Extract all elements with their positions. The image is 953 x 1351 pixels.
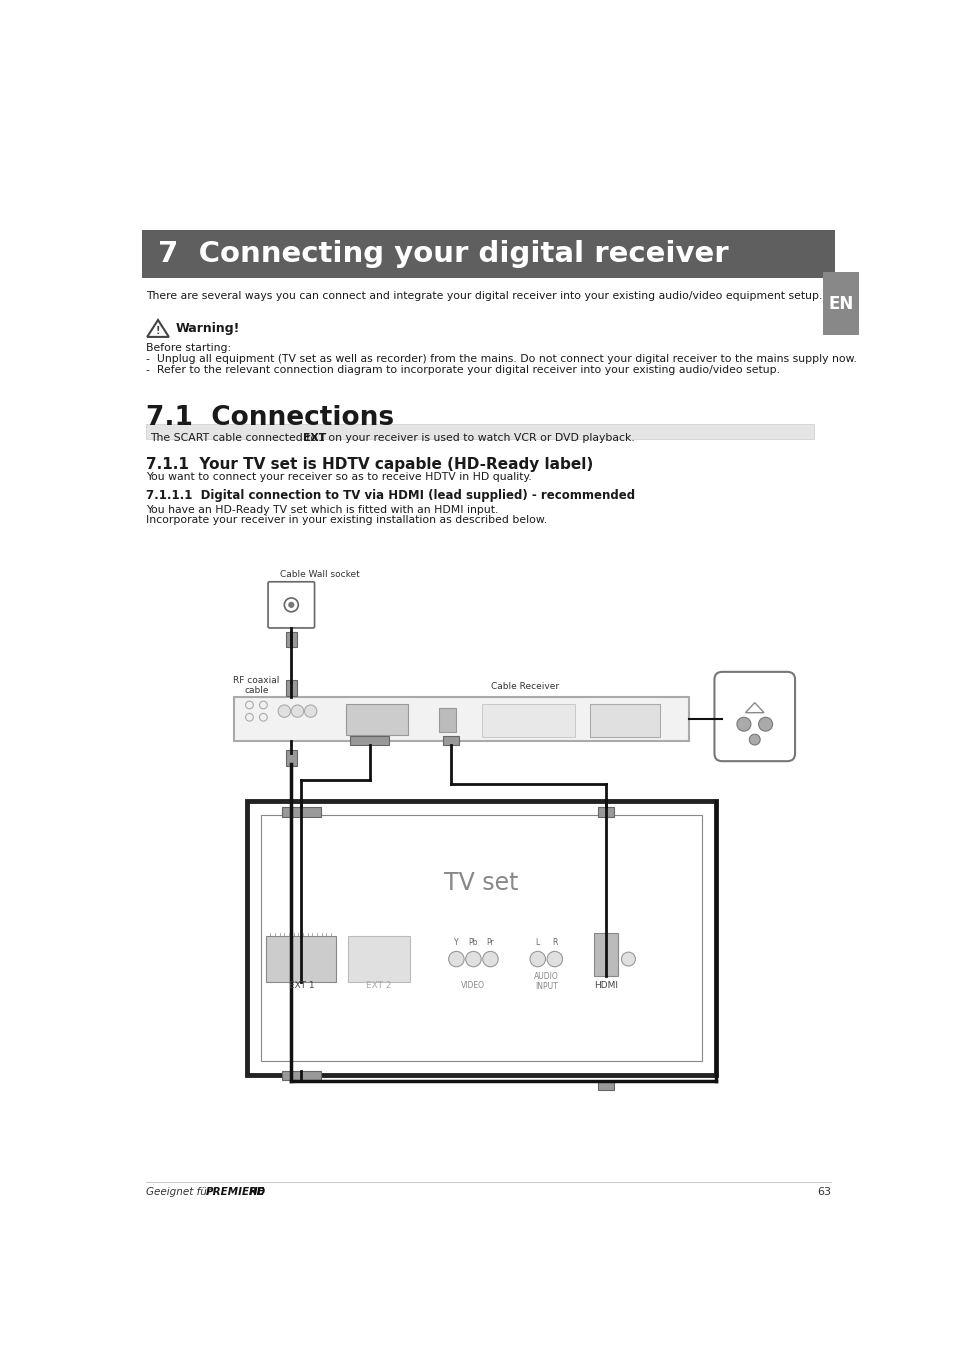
Bar	[350, 736, 389, 744]
Circle shape	[620, 952, 635, 966]
Text: PREMIERE: PREMIERE	[206, 1188, 265, 1197]
Text: 1 on your receiver is used to watch VCR or DVD playback.: 1 on your receiver is used to watch VCR …	[318, 434, 635, 443]
Text: EN: EN	[827, 295, 853, 313]
Circle shape	[482, 951, 497, 967]
Text: TV set: TV set	[444, 871, 518, 896]
Bar	[443, 736, 458, 744]
Text: HD: HD	[249, 1188, 266, 1197]
Bar	[598, 808, 613, 816]
Text: Incorporate your receiver in your existing installation as described below.: Incorporate your receiver in your existi…	[146, 515, 547, 524]
Bar	[233, 697, 688, 742]
Text: 63: 63	[817, 1188, 831, 1197]
Bar	[590, 704, 659, 736]
Text: You want to connect your receiver so as to receive HDTV in HD quality.: You want to connect your receiver so as …	[146, 473, 532, 482]
Text: Pb: Pb	[468, 939, 477, 947]
Text: Cable Wall socket: Cable Wall socket	[279, 570, 359, 580]
Text: There are several ways you can connect and integrate your digital receiver into : There are several ways you can connect a…	[146, 292, 821, 301]
Text: Warning!: Warning!	[175, 322, 240, 335]
Bar	[146, 424, 814, 439]
Bar	[348, 936, 410, 982]
Bar	[439, 708, 456, 732]
Text: HDMI: HDMI	[594, 981, 618, 990]
Bar	[282, 808, 320, 816]
FancyBboxPatch shape	[268, 582, 314, 628]
Text: -  Unplug all equipment (TV set as well as recorder) from the mains. Do not conn: - Unplug all equipment (TV set as well a…	[146, 354, 857, 363]
Text: 7.1  Connections: 7.1 Connections	[146, 405, 395, 431]
Text: EXT 1: EXT 1	[288, 981, 314, 990]
Text: 7.1.1  Your TV set is HDTV capable (HD-Ready label): 7.1.1 Your TV set is HDTV capable (HD-Re…	[146, 457, 593, 471]
Bar	[266, 936, 335, 982]
Circle shape	[304, 705, 316, 717]
Text: Before starting:: Before starting:	[146, 343, 232, 353]
Text: Geeignet für: Geeignet für	[146, 1188, 212, 1197]
Circle shape	[278, 705, 291, 717]
Text: -  Refer to the relevant connection diagram to incorporate your digital receiver: - Refer to the relevant connection diagr…	[146, 365, 780, 374]
Bar	[282, 1071, 320, 1079]
Text: Y: Y	[454, 939, 458, 947]
Text: The SCART cable connected to: The SCART cable connected to	[150, 434, 320, 443]
Circle shape	[448, 951, 464, 967]
Text: !: !	[155, 326, 160, 336]
Text: Cable Receiver: Cable Receiver	[491, 682, 558, 692]
Circle shape	[546, 951, 562, 967]
Bar	[261, 815, 701, 1061]
Bar	[247, 801, 716, 1074]
Bar	[346, 704, 408, 735]
Text: EXT 2: EXT 2	[366, 981, 392, 990]
Bar	[286, 632, 296, 647]
Text: VIDEO: VIDEO	[461, 981, 485, 990]
Text: L: L	[535, 939, 539, 947]
Text: RF coaxial
cable: RF coaxial cable	[233, 676, 279, 696]
FancyBboxPatch shape	[714, 671, 794, 761]
Text: R: R	[552, 939, 557, 947]
Circle shape	[465, 951, 480, 967]
Bar	[598, 1081, 613, 1090]
Bar	[286, 750, 296, 766]
Bar	[142, 230, 834, 277]
Text: Pr: Pr	[486, 939, 494, 947]
Bar	[286, 681, 296, 696]
Text: You have an HD-Ready TV set which is fitted with an HDMI input.: You have an HD-Ready TV set which is fit…	[146, 505, 498, 515]
Bar	[822, 273, 858, 335]
Bar	[594, 934, 617, 975]
Text: 7.1.1.1  Digital connection to TV via HDMI (lead supplied) - recommended: 7.1.1.1 Digital connection to TV via HDM…	[146, 489, 635, 503]
Circle shape	[291, 705, 303, 717]
Text: AUDIO
INPUT: AUDIO INPUT	[534, 971, 558, 992]
Circle shape	[530, 951, 545, 967]
Text: EXT: EXT	[303, 434, 326, 443]
Text: 7  Connecting your digital receiver: 7 Connecting your digital receiver	[158, 239, 728, 267]
Bar	[481, 704, 575, 736]
Circle shape	[288, 601, 294, 608]
Circle shape	[758, 717, 772, 731]
Circle shape	[736, 717, 750, 731]
Circle shape	[748, 734, 760, 744]
